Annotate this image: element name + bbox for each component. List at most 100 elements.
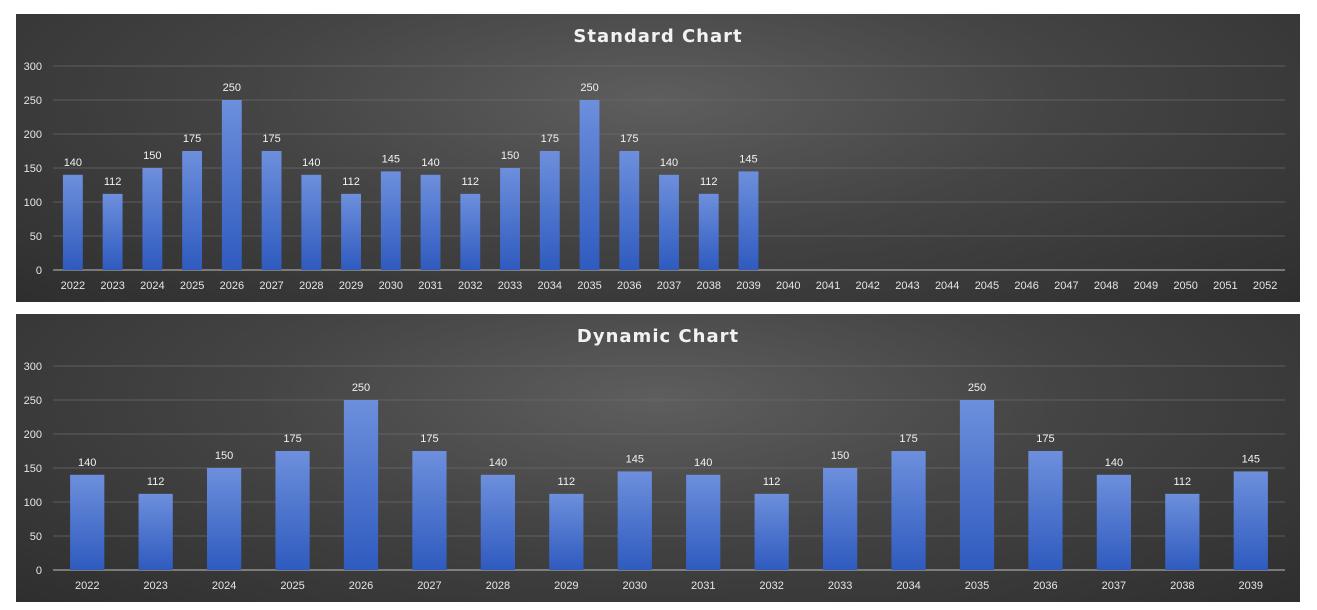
data-label: 250 [223, 82, 241, 94]
data-label: 112 [763, 476, 781, 488]
data-label: 112 [700, 176, 718, 188]
data-label: 112 [558, 476, 576, 488]
bar [1028, 451, 1063, 570]
x-tick-label: 2031 [418, 280, 442, 292]
x-tick-label: 2034 [896, 580, 920, 592]
dynamic-chart-panel: Dynamic Chart 0 50 100 150 200 250 300 140 2022 1… [16, 314, 1300, 602]
y-tick-label: 100 [24, 197, 42, 209]
x-tick-label: 2033 [828, 580, 852, 592]
y-tick-label: 50 [30, 231, 42, 243]
x-tick-label: 2037 [1102, 580, 1126, 592]
x-tick-label: 2046 [1014, 280, 1038, 292]
y-tick-label: 50 [30, 531, 42, 543]
data-label: 112 [147, 476, 165, 488]
chart-title: Standard Chart [573, 26, 743, 47]
data-label: 140 [421, 157, 439, 169]
data-label: 250 [580, 82, 598, 94]
y-tick-label: 0 [36, 565, 42, 577]
x-tick-label: 2025 [180, 280, 204, 292]
bar [480, 474, 515, 570]
bar [539, 151, 560, 270]
data-label: 150 [831, 450, 849, 462]
data-label: 112 [462, 176, 480, 188]
bar [959, 400, 995, 570]
x-tick-label: 2048 [1094, 280, 1118, 292]
bar [341, 193, 361, 270]
bar [142, 168, 163, 270]
x-tick-label: 2030 [623, 580, 647, 592]
y-tick-label: 150 [24, 463, 42, 475]
x-tick-label: 2026 [349, 580, 373, 592]
bar [1096, 474, 1131, 570]
x-tick-label: 2024 [212, 580, 236, 592]
data-label: 150 [501, 150, 519, 162]
data-label: 175 [620, 133, 638, 145]
bar [617, 471, 652, 570]
data-label: 140 [660, 157, 678, 169]
bar [412, 451, 447, 570]
x-tick-label: 2027 [417, 580, 441, 592]
data-label: 175 [283, 433, 301, 445]
bar [343, 400, 379, 570]
bar [754, 493, 789, 570]
x-tick-label: 2030 [379, 280, 403, 292]
x-tick-label: 2051 [1213, 280, 1237, 292]
y-tick-label: 300 [24, 361, 42, 373]
x-tick-label: 2039 [736, 280, 760, 292]
bar [659, 174, 679, 270]
data-label: 112 [1174, 476, 1192, 488]
bar [221, 100, 242, 270]
x-tick-label: 2039 [1239, 580, 1263, 592]
y-tick-label: 0 [36, 265, 42, 277]
x-tick-label: 2028 [299, 280, 323, 292]
bar [102, 193, 123, 270]
x-tick-label: 2032 [458, 280, 482, 292]
data-label: 175 [420, 433, 438, 445]
data-label: 112 [342, 176, 360, 188]
x-tick-label: 2043 [895, 280, 919, 292]
x-tick-label: 2032 [759, 580, 783, 592]
data-label: 140 [64, 157, 82, 169]
x-tick-label: 2042 [855, 280, 879, 292]
bar [738, 171, 759, 270]
y-tick-label: 200 [24, 429, 42, 441]
bar [261, 151, 282, 270]
x-tick-label: 2025 [280, 580, 304, 592]
data-label: 140 [78, 457, 96, 469]
y-tick-label: 250 [24, 395, 42, 407]
bar [182, 151, 203, 270]
x-tick-label: 2034 [538, 280, 562, 292]
x-tick-label: 2024 [140, 280, 164, 292]
x-tick-label: 2045 [975, 280, 999, 292]
bar [619, 151, 640, 270]
data-label: 140 [489, 457, 507, 469]
bar [301, 174, 322, 270]
data-label: 145 [626, 453, 644, 465]
bar [579, 100, 600, 270]
x-tick-label: 2031 [691, 580, 715, 592]
data-label: 140 [302, 157, 320, 169]
data-label: 150 [143, 150, 161, 162]
dynamic-chart-plot: 0 50 100 150 200 250 300 140 2022 112 2023 150 2024 1… [24, 361, 1285, 592]
x-tick-label: 2035 [577, 280, 601, 292]
data-label: 145 [739, 153, 757, 165]
x-tick-label: 2022 [75, 580, 99, 592]
x-tick-label: 2036 [617, 280, 641, 292]
data-label: 175 [262, 133, 280, 145]
bar [70, 474, 105, 570]
bar [380, 171, 401, 270]
x-tick-label: 2027 [259, 280, 283, 292]
data-label: 175 [899, 433, 917, 445]
y-tick-label: 200 [24, 129, 42, 141]
x-tick-label: 2052 [1253, 280, 1277, 292]
x-tick-label: 2038 [696, 280, 720, 292]
data-label: 150 [215, 450, 233, 462]
bar [460, 193, 481, 270]
x-tick-label: 2037 [657, 280, 681, 292]
data-label: 175 [1036, 433, 1054, 445]
bar [420, 174, 441, 270]
data-label: 175 [541, 133, 559, 145]
y-tick-label: 150 [24, 163, 42, 175]
bar [891, 451, 926, 570]
x-tick-label: 2028 [486, 580, 510, 592]
